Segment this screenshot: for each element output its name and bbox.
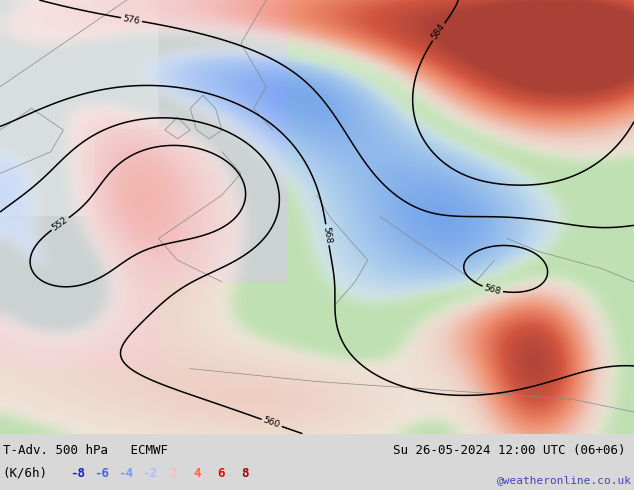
Text: 568: 568: [321, 225, 333, 244]
Text: 584: 584: [430, 23, 447, 42]
Text: 2: 2: [169, 467, 177, 480]
Text: -6: -6: [94, 467, 109, 480]
Text: 6: 6: [217, 467, 225, 480]
Text: -2: -2: [142, 467, 157, 480]
Text: @weatheronline.co.uk: @weatheronline.co.uk: [497, 475, 632, 486]
Text: -8: -8: [70, 467, 85, 480]
Text: -4: -4: [118, 467, 133, 480]
Text: (K/6h): (K/6h): [3, 467, 48, 480]
Text: 560: 560: [262, 416, 281, 430]
Text: Su 26-05-2024 12:00 UTC (06+06): Su 26-05-2024 12:00 UTC (06+06): [393, 444, 626, 457]
Text: 576: 576: [122, 14, 141, 25]
Text: 8: 8: [242, 467, 249, 480]
Text: 552: 552: [51, 215, 70, 233]
Text: 568: 568: [483, 283, 502, 296]
Text: T-Adv. 500 hPa   ECMWF: T-Adv. 500 hPa ECMWF: [3, 444, 167, 457]
Text: 4: 4: [193, 467, 201, 480]
